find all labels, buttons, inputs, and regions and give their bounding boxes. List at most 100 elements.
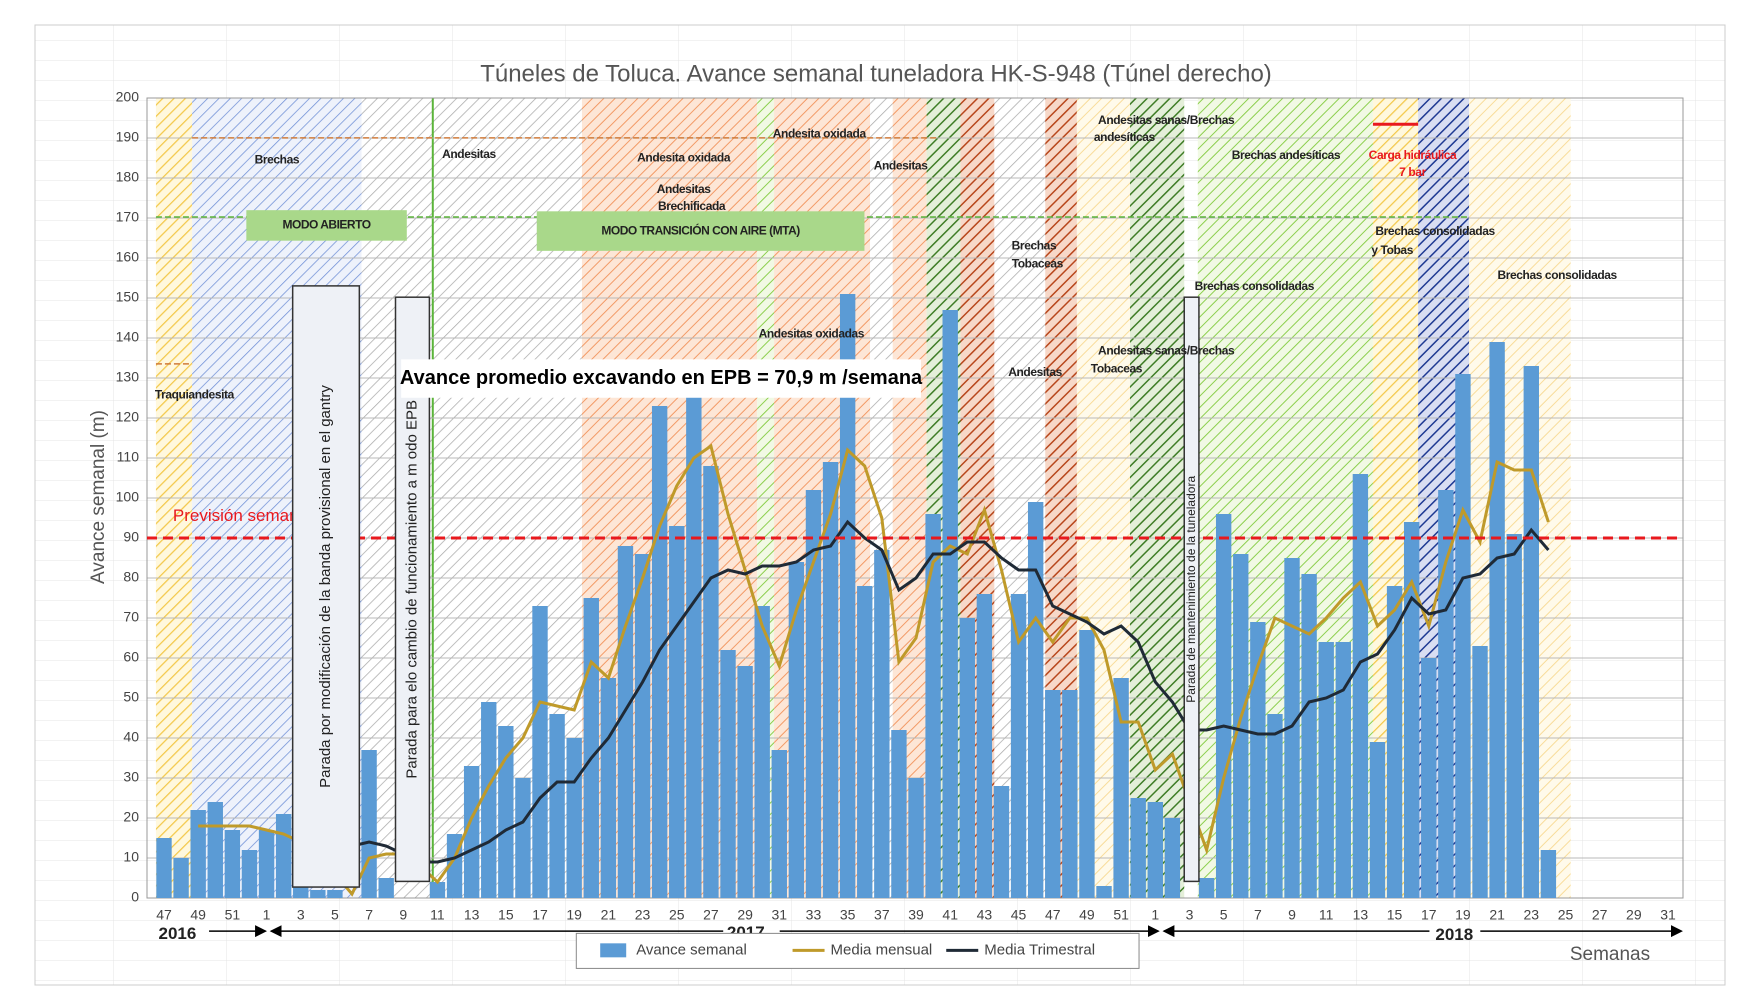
stop-box <box>1183 296 1200 883</box>
bar <box>1352 474 1369 898</box>
bar <box>942 310 958 898</box>
bar <box>1369 742 1386 898</box>
year-label: 2018 <box>1435 925 1473 944</box>
bar <box>925 514 941 898</box>
bar <box>156 838 172 898</box>
geology-label: Andesitas sanas/Brechas <box>1098 113 1235 127</box>
bar <box>1421 658 1437 898</box>
geology-label: Carga hidráulica <box>1369 148 1457 162</box>
y-tick-label: 10 <box>123 849 139 865</box>
geology-label: Andesita oxidada <box>773 127 867 141</box>
x-axis-title: Semanas <box>1570 944 1650 965</box>
geology-label: Andesitas <box>874 158 928 172</box>
x-tick-label: 31 <box>1660 907 1676 923</box>
legend-label: Avance semanal <box>636 941 747 958</box>
y-tick-label: 0 <box>131 889 139 905</box>
bar <box>822 462 839 898</box>
bar <box>532 606 548 898</box>
mode-label: MODO TRANSICIÓN CON AIRE (MTA) <box>601 222 800 237</box>
bar <box>993 786 1010 898</box>
bar <box>1540 850 1557 898</box>
x-tick-label: 49 <box>1079 907 1095 923</box>
bar <box>617 546 634 898</box>
stop-label: Parada para elo cambio de funcionamiento… <box>403 400 420 779</box>
y-tick-label: 20 <box>123 809 139 825</box>
bar <box>805 490 822 898</box>
bar <box>310 890 326 898</box>
geology-label: Brechas andesíticas <box>1232 148 1341 162</box>
bar <box>566 738 582 898</box>
y-tick-label: 60 <box>123 649 139 665</box>
bar <box>1096 886 1112 898</box>
y-tick-label: 150 <box>116 289 140 305</box>
bar <box>1455 374 1471 898</box>
bar <box>1147 802 1163 898</box>
bar <box>1403 522 1420 898</box>
geology-label: Traquiandesita <box>155 388 235 402</box>
x-tick-label: 7 <box>1254 907 1262 923</box>
y-tick-label: 160 <box>116 249 140 265</box>
x-tick-label: 29 <box>737 907 753 923</box>
x-tick-label: 21 <box>601 907 617 923</box>
bar <box>959 618 975 898</box>
bar <box>754 606 770 898</box>
x-tick-label: 9 <box>399 907 407 923</box>
bar <box>1215 514 1232 898</box>
bar <box>515 778 531 898</box>
bar <box>1233 554 1249 898</box>
x-tick-label: 5 <box>1220 907 1228 923</box>
bar <box>361 750 377 898</box>
x-tick-label: 21 <box>1489 907 1505 923</box>
x-tick-label: 23 <box>635 907 651 923</box>
bar <box>737 666 753 898</box>
x-tick-label: 45 <box>1011 907 1027 923</box>
x-tick-label: 13 <box>464 907 480 923</box>
mode-box <box>536 211 865 251</box>
bar <box>1079 630 1095 898</box>
bar <box>771 750 787 898</box>
bar <box>1045 690 1061 898</box>
bar <box>224 830 241 898</box>
bar <box>293 886 309 898</box>
bar <box>1027 502 1044 898</box>
x-tick-label: 19 <box>1455 907 1471 923</box>
geology-label: Brechificada <box>658 199 726 213</box>
x-tick-label: 37 <box>874 907 890 923</box>
y-tick-label: 50 <box>123 689 139 705</box>
bar <box>686 394 702 898</box>
bar <box>857 586 873 898</box>
bar <box>1438 490 1454 898</box>
bar <box>1335 642 1351 898</box>
bar <box>1489 342 1505 898</box>
geology-label: Andesitas <box>442 147 496 161</box>
x-tick-label: 5 <box>331 907 339 923</box>
bar <box>1062 690 1078 898</box>
y-tick-label: 80 <box>123 569 139 585</box>
y-tick-label: 70 <box>123 609 139 625</box>
bar <box>1267 714 1283 898</box>
bar <box>874 550 890 898</box>
x-tick-label: 15 <box>498 907 514 923</box>
geology-label: Andesitas sanas/Brechas <box>1098 344 1235 358</box>
note-box <box>401 359 921 398</box>
x-tick-label: 35 <box>840 907 856 923</box>
stop-label: Parada por modificación de la banda prov… <box>317 385 334 788</box>
x-tick-label: 25 <box>1558 907 1574 923</box>
x-tick-label: 27 <box>703 907 719 923</box>
bar <box>583 598 599 898</box>
x-tick-label: 49 <box>190 907 206 923</box>
average-note: Avance promedio excavando en EPB = 70,9 … <box>400 367 923 389</box>
bar <box>976 594 993 898</box>
x-tick-label: 43 <box>977 907 993 923</box>
x-tick-label: 25 <box>669 907 685 923</box>
bar <box>275 814 292 898</box>
x-tick-label: 3 <box>1186 907 1194 923</box>
x-tick-label: 3 <box>297 907 305 923</box>
bar <box>703 466 719 898</box>
geology-label: Brechas consolidadas <box>1195 279 1315 293</box>
x-tick-label: 41 <box>942 907 958 923</box>
y-tick-label: 140 <box>116 329 140 345</box>
geology-label: Andesitas <box>1008 365 1062 379</box>
